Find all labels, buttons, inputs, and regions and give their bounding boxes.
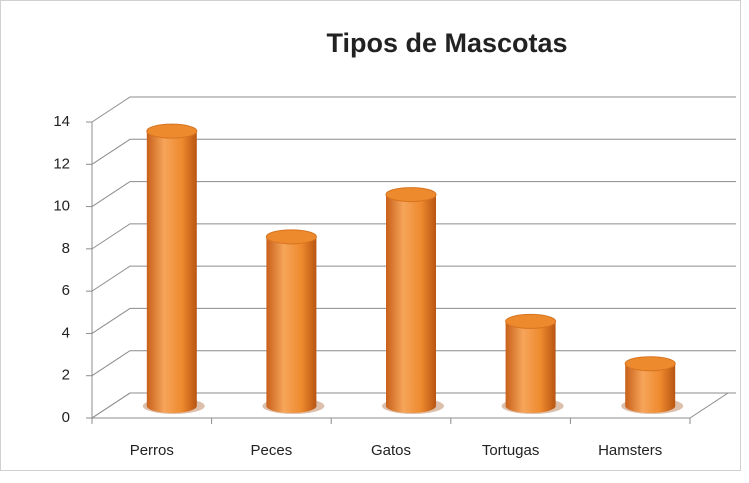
bar [266, 237, 316, 413]
x-tick-label: Hamsters [598, 442, 662, 459]
bar [506, 321, 556, 413]
bar [386, 195, 436, 413]
chart-title: Tipos de Mascotas [326, 28, 567, 58]
y-tick-label: 8 [62, 240, 70, 257]
y-tick-label: 12 [53, 155, 70, 172]
y-tick-label: 0 [62, 409, 70, 426]
bar-top [625, 357, 675, 371]
bar-top [386, 188, 436, 202]
y-tick-label: 6 [62, 282, 70, 299]
y-tick-label: 10 [53, 198, 70, 215]
bar-top [506, 314, 556, 328]
chart: Tipos de Mascotas 0 2 4 6 8 10 12 14 Perros Peces… [0, 0, 749, 483]
x-tick-label: Perros [130, 442, 174, 459]
y-tick-label: 14 [53, 113, 70, 130]
y-tick-label: 4 [62, 324, 70, 341]
page: Tipos de Mascotas 0 2 4 6 8 10 12 14 Perros Peces… [0, 0, 749, 483]
bar [147, 131, 197, 413]
x-tick-label: Peces [251, 442, 293, 459]
x-tick-label: Tortugas [482, 442, 540, 459]
x-tick-label: Gatos [371, 442, 411, 459]
bar-top [147, 124, 197, 138]
bar-top [266, 230, 316, 244]
y-tick-label: 2 [62, 367, 70, 384]
